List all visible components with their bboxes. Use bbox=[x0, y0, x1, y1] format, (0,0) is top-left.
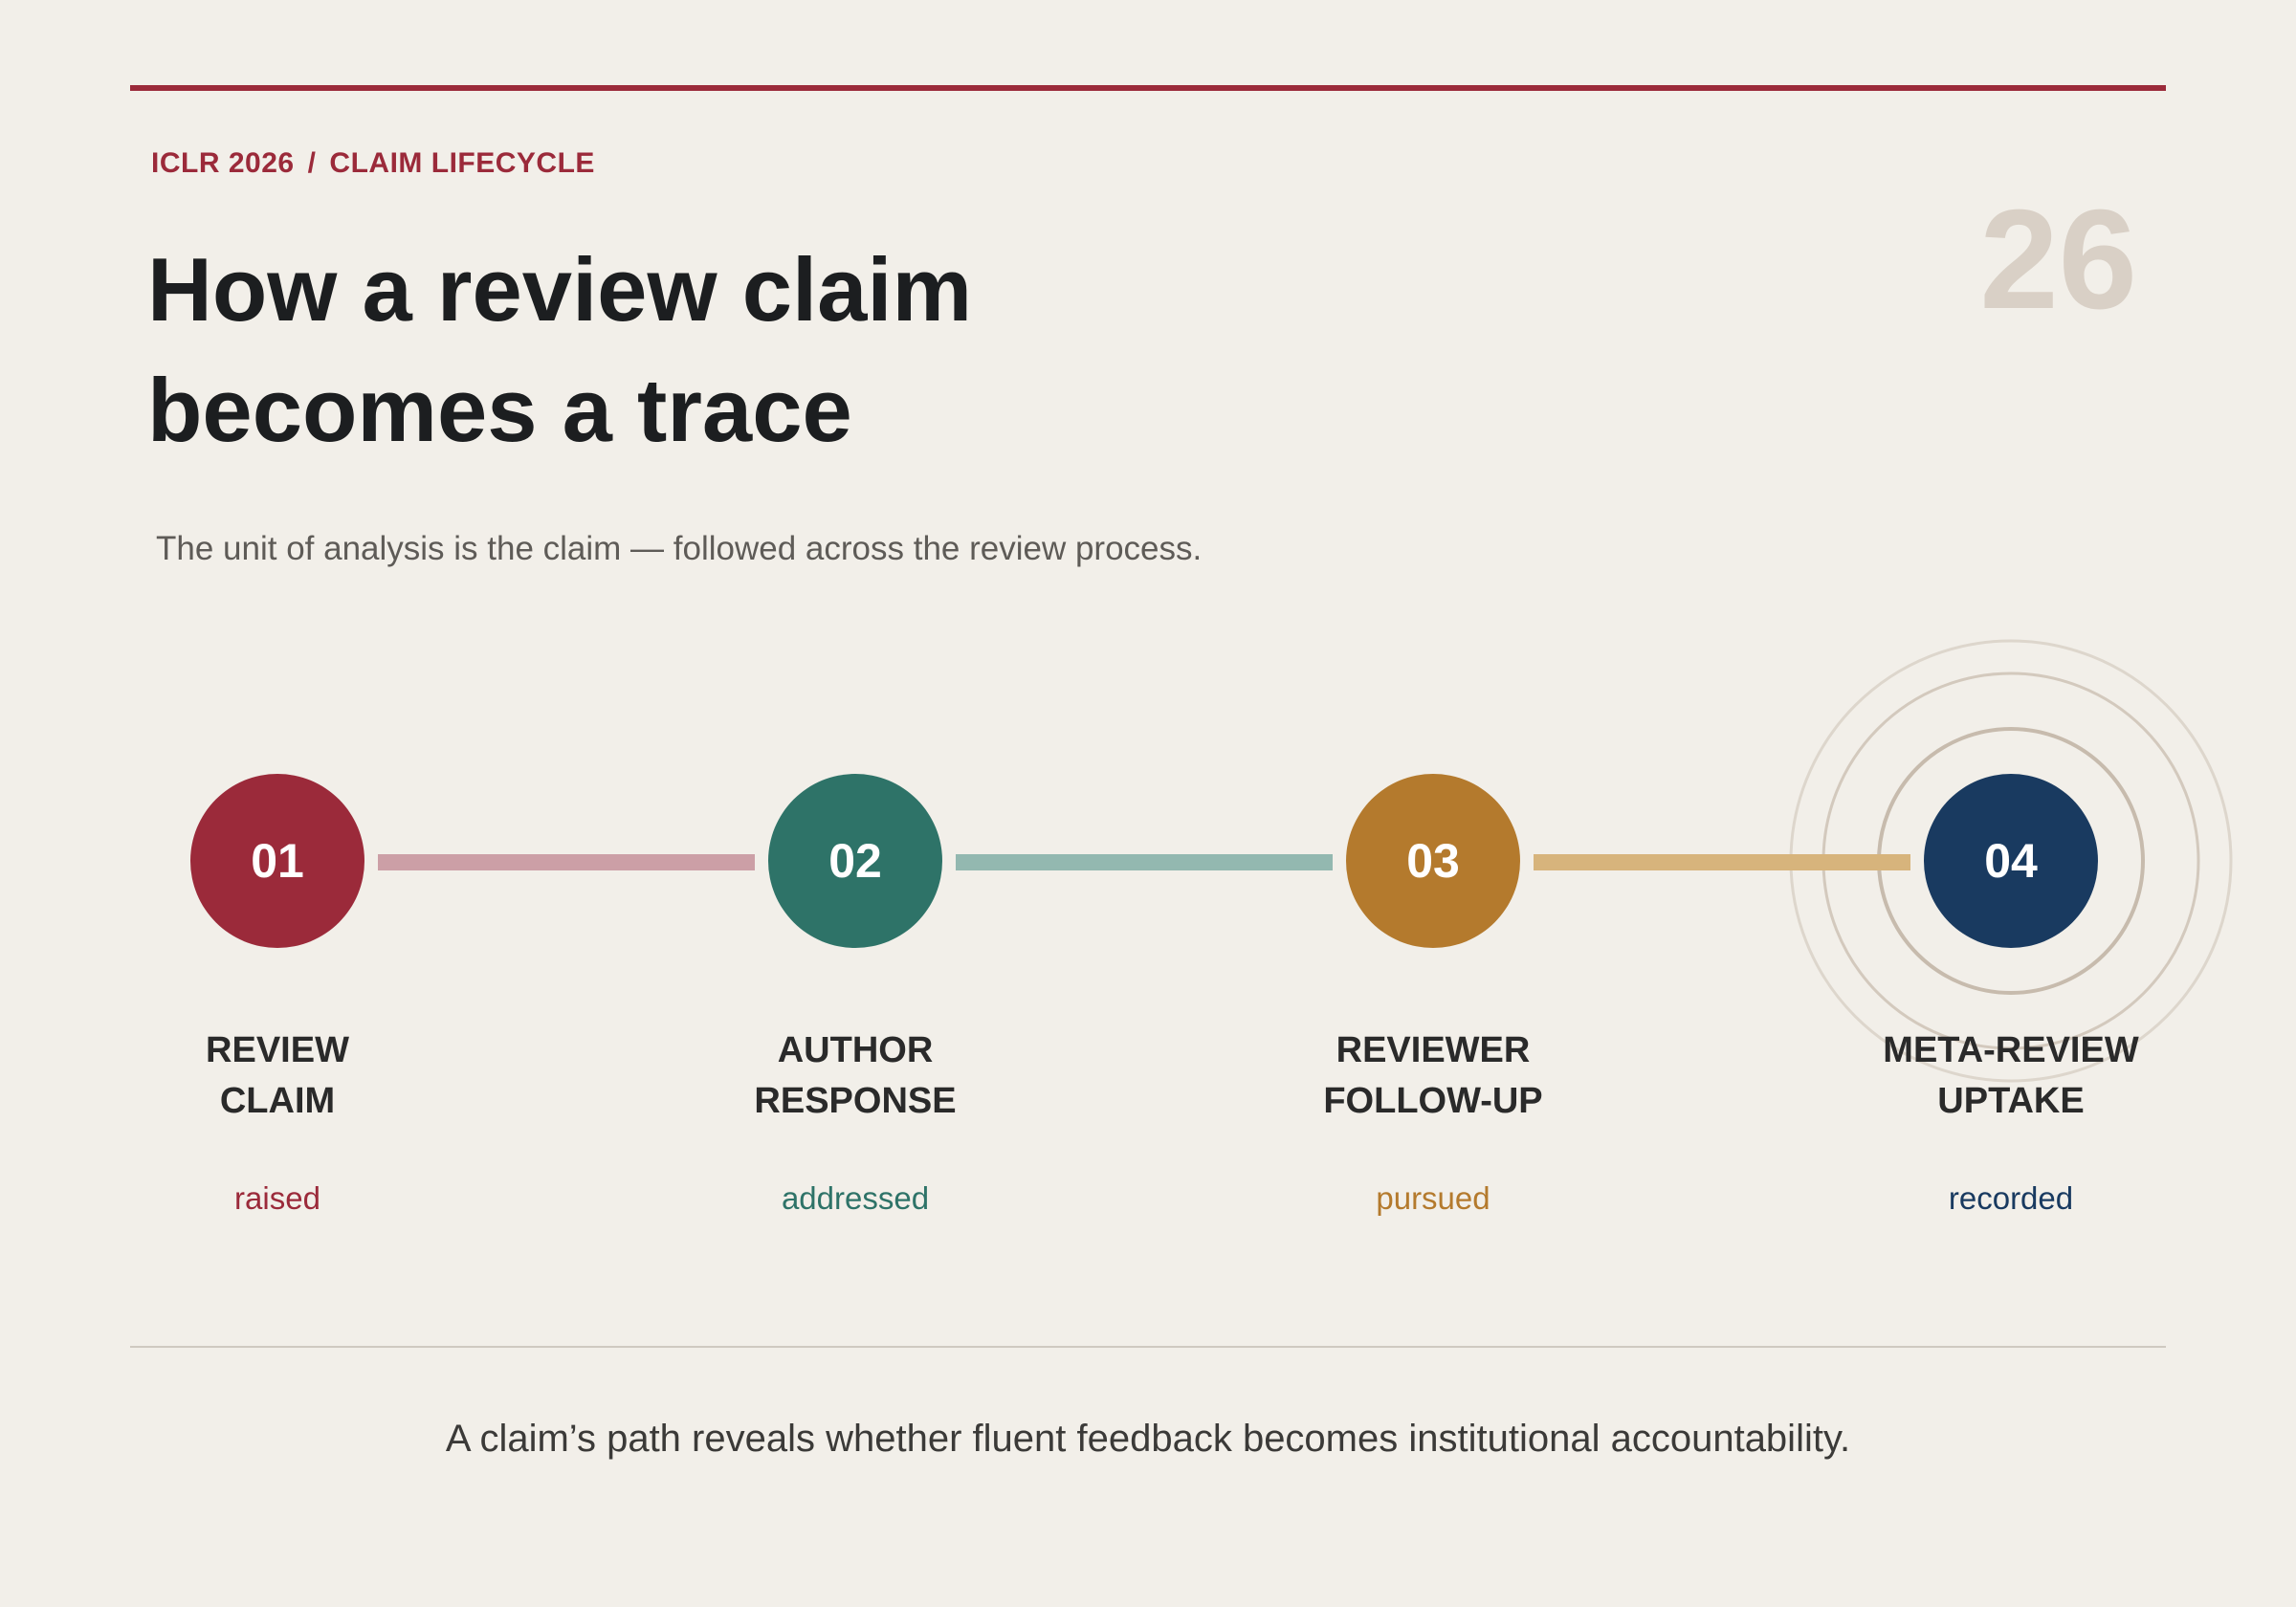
step-3-number: 03 bbox=[1406, 834, 1460, 888]
connector-2-3 bbox=[956, 854, 1333, 870]
step-1-label-line-2: CLAIM bbox=[219, 1081, 336, 1121]
kicker: ICLR 2026 / CLAIM LIFECYCLE bbox=[151, 147, 595, 180]
kicker-section: CLAIM LIFECYCLE bbox=[329, 147, 595, 179]
title-line-1: How a review claim bbox=[147, 239, 973, 340]
step-2-circle: 02 bbox=[768, 774, 942, 948]
takeaway-statement: A claim’s path reveals whether fluent fe… bbox=[445, 1418, 1851, 1460]
step-3-label-line-1: REVIEWER bbox=[1336, 1030, 1531, 1070]
step-3-label: REVIEWER FOLLOW-UP bbox=[1261, 1025, 1605, 1127]
connector-3-4 bbox=[1534, 854, 1910, 870]
step-3-circle: 03 bbox=[1346, 774, 1520, 948]
step-1-status: raised bbox=[234, 1180, 320, 1216]
bottom-divider bbox=[130, 1346, 2166, 1348]
kicker-conference: ICLR 2026 bbox=[151, 147, 295, 179]
page-number: 26 bbox=[1979, 181, 2137, 339]
step-2-number: 02 bbox=[828, 834, 882, 888]
step-3-label-line-2: FOLLOW-UP bbox=[1323, 1081, 1543, 1121]
step-4-label: META-REVIEW UPTAKE bbox=[1839, 1025, 2183, 1127]
step-1-number: 01 bbox=[251, 834, 304, 888]
step-4-circle: 04 bbox=[1924, 774, 2098, 948]
step-1-label-line-1: REVIEW bbox=[206, 1030, 349, 1070]
title-line-2: becomes a trace bbox=[147, 360, 852, 460]
step-3-status: pursued bbox=[1376, 1180, 1490, 1216]
step-2-label: AUTHOR RESPONSE bbox=[683, 1025, 1027, 1127]
step-4-label-line-2: UPTAKE bbox=[1937, 1081, 2085, 1121]
step-2-label-line-1: AUTHOR bbox=[777, 1030, 934, 1070]
step-1-circle: 01 bbox=[190, 774, 364, 948]
step-4-status: recorded bbox=[1948, 1180, 2074, 1216]
step-4-label-line-1: META-REVIEW bbox=[1883, 1030, 2139, 1070]
step-4-number: 04 bbox=[1984, 834, 2038, 888]
kicker-separator: / bbox=[307, 147, 317, 179]
page-title: How a review claim becomes a trace bbox=[147, 230, 1391, 471]
step-1-label: REVIEW CLAIM bbox=[105, 1025, 450, 1127]
top-accent-rule bbox=[130, 85, 2166, 91]
page-subtitle: The unit of analysis is the claim — foll… bbox=[156, 530, 1203, 567]
connector-1-2 bbox=[378, 854, 755, 870]
step-2-label-line-2: RESPONSE bbox=[754, 1081, 957, 1121]
step-2-status: addressed bbox=[781, 1180, 930, 1216]
